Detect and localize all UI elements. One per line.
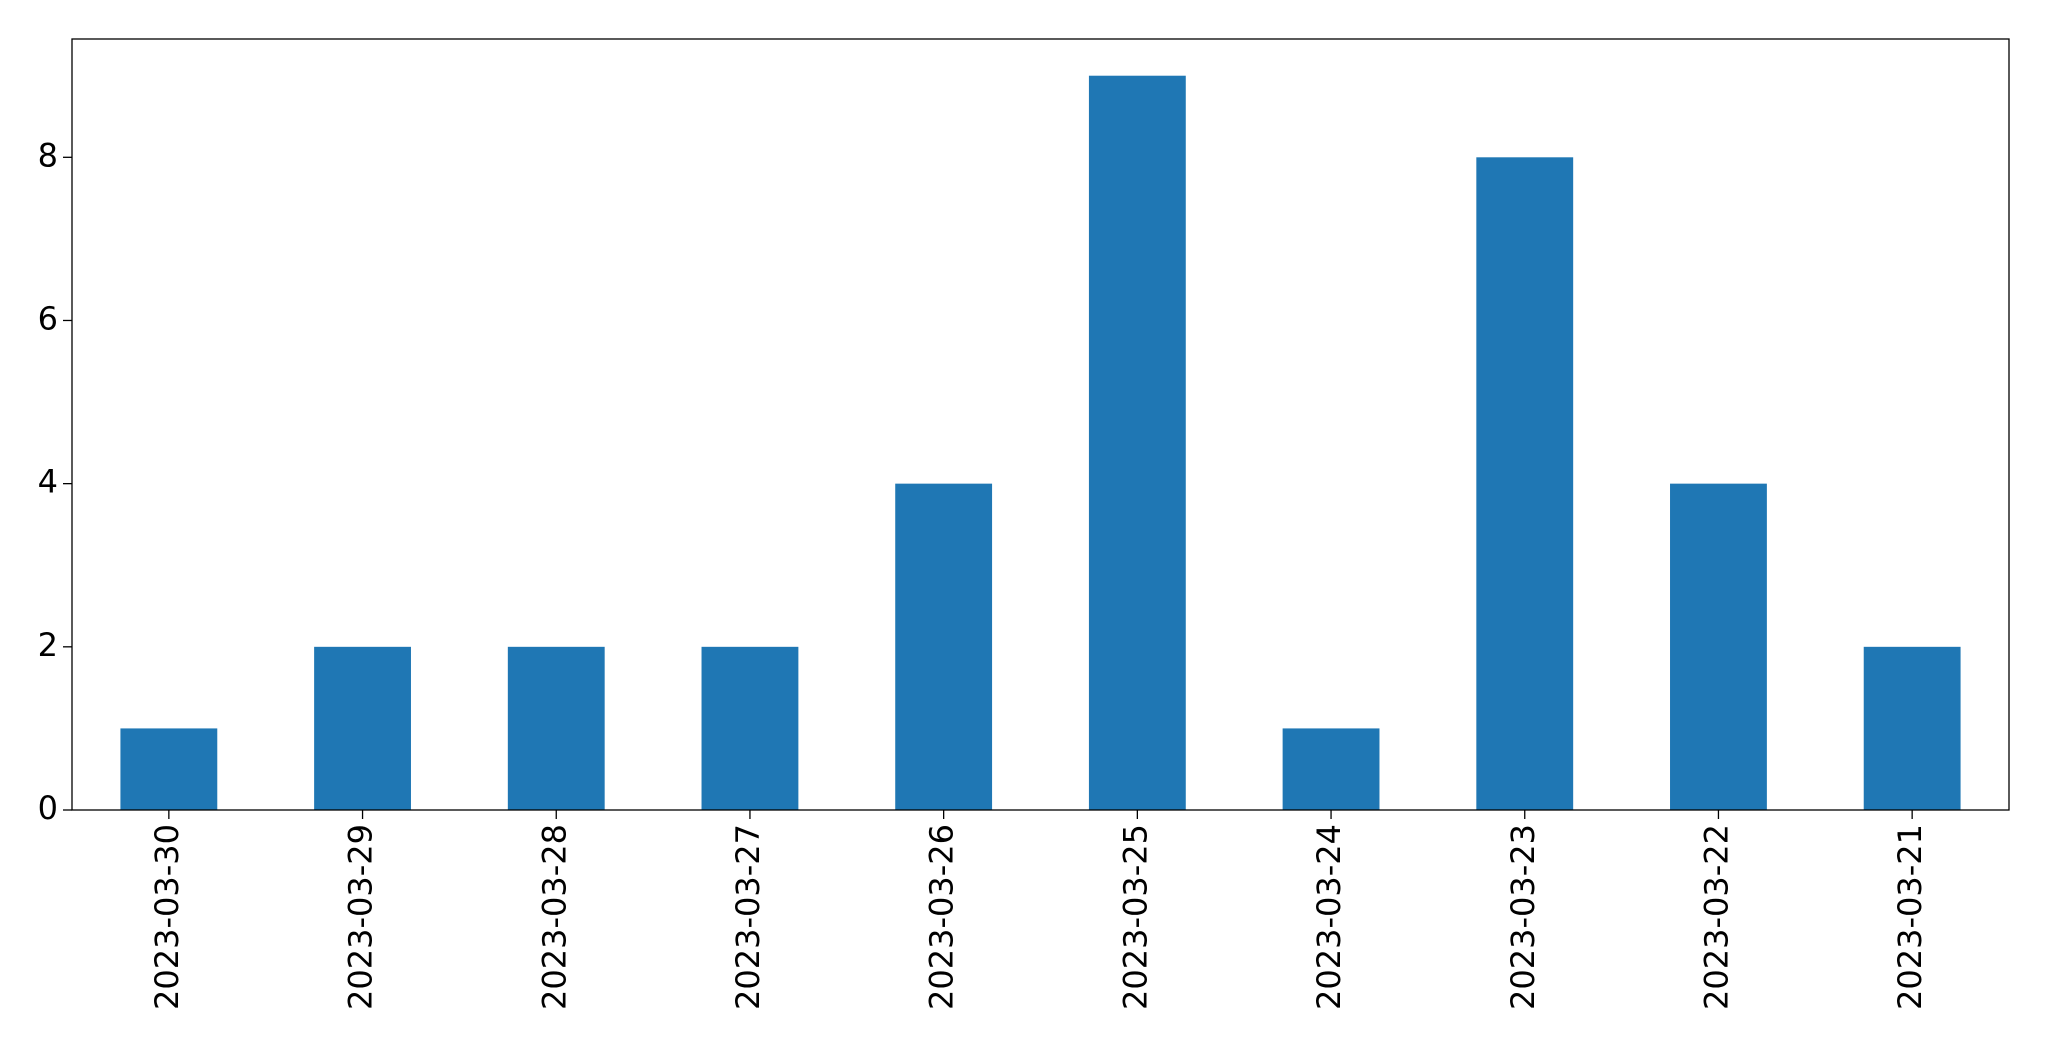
bar (507, 646, 605, 810)
bar (314, 646, 411, 810)
bar (120, 728, 218, 810)
y-tick-label: 8 (38, 136, 58, 174)
x-tick-label: 2023-03-26 (923, 824, 961, 1010)
bar (701, 646, 799, 810)
plot-frame (71, 38, 2010, 811)
bar (1282, 728, 1380, 810)
y-tick-label: 6 (38, 299, 58, 337)
x-tick-label: 2023-03-24 (1310, 824, 1348, 1010)
bar (1088, 75, 1186, 810)
bar (1670, 483, 1767, 810)
y-tick-label: 2 (38, 626, 58, 664)
x-tick-label: 2023-03-27 (729, 824, 767, 1010)
bar (1863, 646, 1961, 810)
x-tick-label: 2023-03-30 (148, 824, 186, 1010)
y-tick-label: 0 (38, 789, 58, 827)
x-tick-label: 2023-03-29 (342, 824, 380, 1010)
x-tick-label: 2023-03-28 (535, 824, 573, 1010)
bar (895, 483, 993, 810)
bar (1476, 157, 1574, 811)
x-tick-label: 2023-03-25 (1116, 824, 1154, 1010)
x-tick-label: 2023-03-22 (1697, 824, 1735, 1010)
x-tick-label: 2023-03-21 (1891, 824, 1929, 1010)
y-tick-label: 4 (38, 463, 58, 501)
x-tick-label: 2023-03-23 (1504, 824, 1542, 1010)
